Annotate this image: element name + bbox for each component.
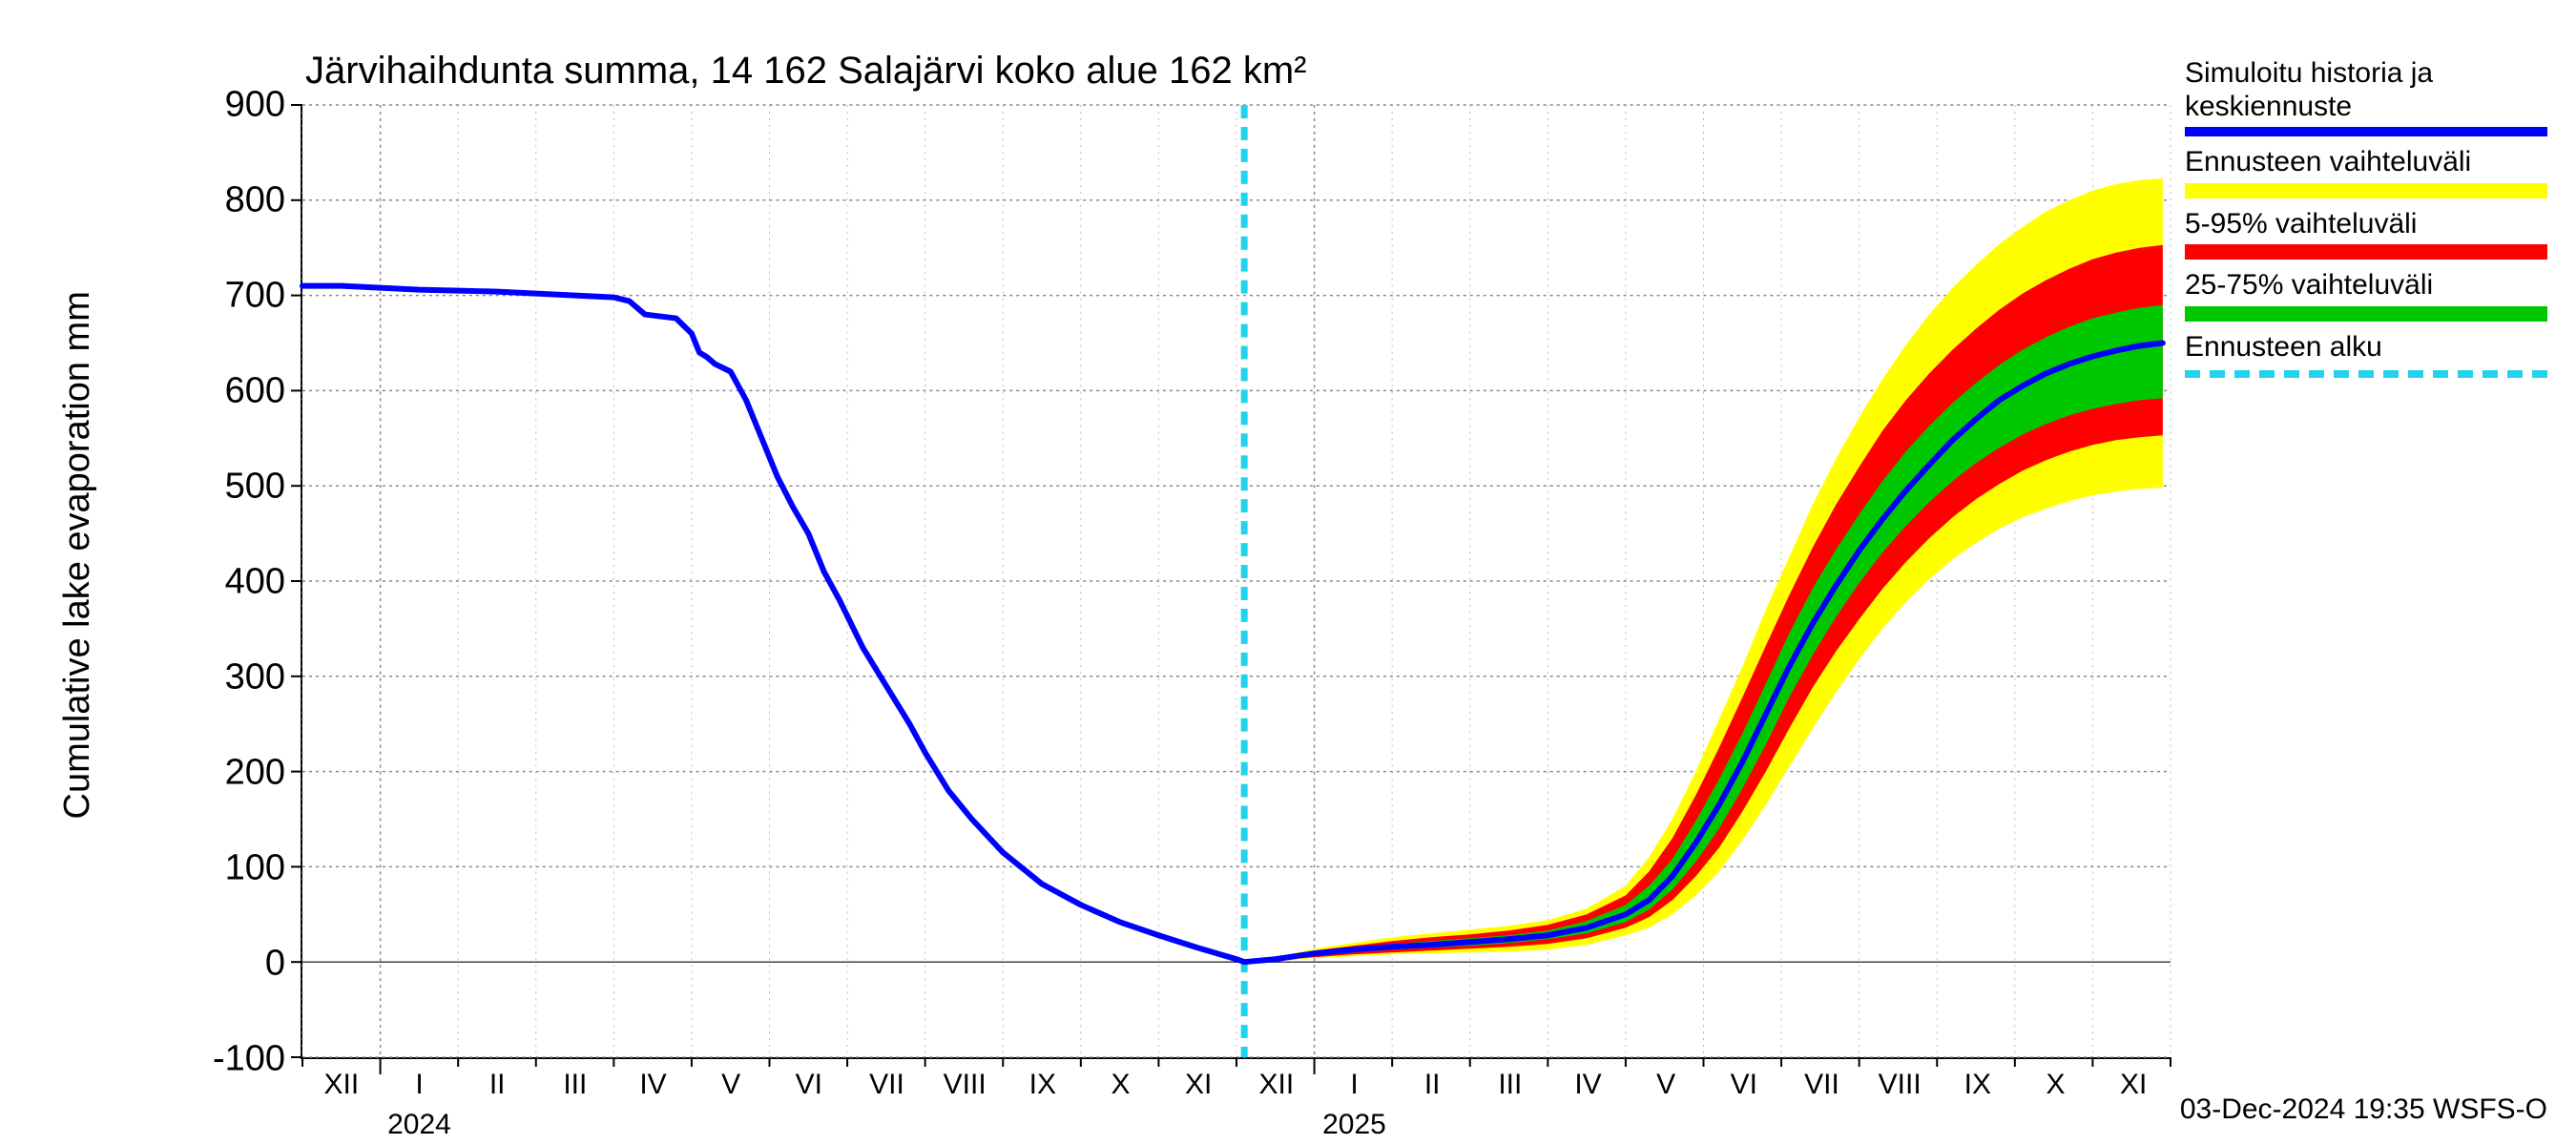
x-tick-month-label: IX (1029, 1057, 1056, 1101)
x-tick-month-label: VIII (1879, 1057, 1922, 1101)
legend-item: Ennusteen vaihteluväli (2185, 146, 2547, 198)
legend-item: 5-95% vaihteluväli (2185, 208, 2547, 260)
chart-title: Järvihaihdunta summa, 14 162 Salajärvi k… (305, 50, 1306, 93)
x-tick-month-label: X (2046, 1057, 2065, 1101)
plot-area: -1000100200300400500600700800900XIIIIIII… (301, 105, 2171, 1059)
x-tick-year-label: 2025 (1322, 1057, 1386, 1141)
footer-timestamp: 03-Dec-2024 19:35 WSFS-O (2180, 1093, 2547, 1126)
y-tick-label: 0 (265, 944, 302, 985)
legend-label: Simuloitu historia ja keskiennuste (2185, 57, 2547, 123)
legend-label: 25-75% vaihteluväli (2185, 269, 2547, 302)
x-tick-month-label: VII (1804, 1057, 1839, 1101)
x-tick-month-label: XI (1185, 1057, 1212, 1101)
x-tick-month-label: IV (639, 1057, 666, 1101)
x-tick-month-label: XII (323, 1057, 359, 1101)
y-tick-label: 900 (225, 85, 302, 126)
x-tick-month-label: III (563, 1057, 587, 1101)
x-tick-month-label: III (1498, 1057, 1522, 1101)
x-tick-month-label: IV (1574, 1057, 1601, 1101)
x-tick-month-label: V (1656, 1057, 1675, 1101)
y-tick-label: 600 (225, 371, 302, 412)
x-tick-month-label: IX (1964, 1057, 1991, 1101)
legend-label: 5-95% vaihteluväli (2185, 208, 2547, 241)
legend-item: Simuloitu historia ja keskiennuste (2185, 57, 2547, 136)
y-tick-label: 700 (225, 276, 302, 317)
legend-label: Ennusteen alku (2185, 331, 2547, 364)
legend-swatch (2185, 244, 2547, 260)
chart-container: Järvihaihdunta summa, 14 162 Salajärvi k… (0, 0, 2576, 1145)
y-tick-label: 100 (225, 848, 302, 889)
legend-swatch (2185, 127, 2547, 136)
x-tick-month-label: V (721, 1057, 740, 1101)
y-tick-label: -100 (213, 1039, 302, 1080)
legend-swatch (2185, 306, 2547, 322)
y-tick-label: 800 (225, 180, 302, 221)
y-tick-label: 300 (225, 657, 302, 698)
x-tick-month-label: X (1111, 1057, 1130, 1101)
x-tick-month-label: VII (869, 1057, 904, 1101)
x-tick-month-label: VI (796, 1057, 822, 1101)
legend-label: Ennusteen vaihteluväli (2185, 146, 2547, 179)
y-tick-label: 400 (225, 562, 302, 603)
legend-item: Ennusteen alku (2185, 331, 2547, 380)
y-tick-label: 500 (225, 467, 302, 508)
x-tick-month-label: II (489, 1057, 506, 1101)
legend-item: 25-75% vaihteluväli (2185, 269, 2547, 322)
legend-swatch (2185, 183, 2547, 198)
legend: Simuloitu historia ja keskiennuste Ennust… (2185, 57, 2547, 388)
x-tick-year-label: 2024 (387, 1057, 451, 1141)
x-tick-month-label: VI (1731, 1057, 1757, 1101)
x-tick-month-label: II (1424, 1057, 1441, 1101)
x-tick-month-label: VIII (944, 1057, 987, 1101)
x-tick-month-label: XII (1258, 1057, 1294, 1101)
legend-swatch (2185, 367, 2547, 379)
y-axis-label: Cumulative lake evaporation mm (57, 291, 98, 819)
x-tick-month-label: XI (2120, 1057, 2147, 1101)
y-tick-label: 200 (225, 753, 302, 794)
